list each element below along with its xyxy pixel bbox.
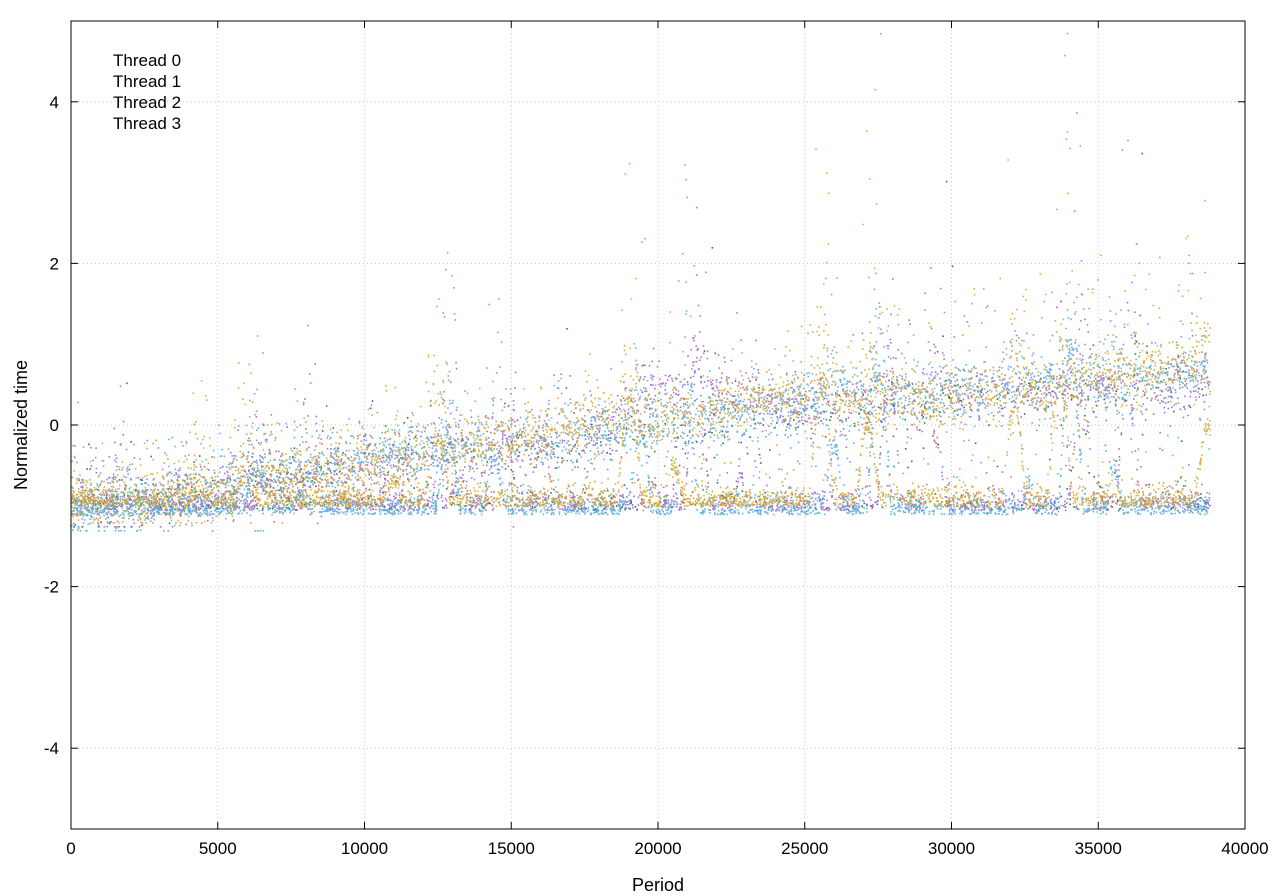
y-tick-label: 2 — [50, 254, 59, 273]
x-tick-label: 15000 — [488, 839, 535, 858]
x-tick-label: 25000 — [781, 839, 828, 858]
x-tick-label: 20000 — [634, 839, 681, 858]
x-tick-label: 10000 — [341, 839, 388, 858]
series-points-path — [71, 130, 1212, 524]
series-3-points — [71, 130, 1212, 524]
legend-entry-1: Thread 1 — [113, 72, 181, 91]
axis-ticks: 0 5000 10000 15000 20000 25000 30000 35000 40000… — [44, 21, 1269, 858]
y-tick-label: -2 — [44, 578, 59, 597]
x-tick-label: 0 — [66, 839, 75, 858]
x-axis-label: Period — [632, 875, 684, 895]
series-points-path — [71, 139, 1212, 528]
x-tick-label: 5000 — [199, 839, 237, 858]
scatter-points — [71, 32, 1212, 532]
y-tick-label: 0 — [50, 416, 59, 435]
series-1-points — [71, 139, 1212, 528]
x-tick-label: 35000 — [1075, 839, 1122, 858]
y-tick-label: 4 — [50, 93, 59, 112]
legend-entry-0: Thread 0 — [113, 51, 181, 70]
legend: Thread 0 Thread 1 Thread 2 Thread 3 — [113, 51, 181, 133]
y-tick-label: -4 — [44, 739, 59, 758]
legend-entry-2: Thread 2 — [113, 93, 181, 112]
legend-entry-3: Thread 3 — [113, 114, 181, 133]
x-tick-label: 40000 — [1221, 839, 1268, 858]
y-axis-label: Normalized time — [11, 360, 31, 490]
x-tick-label: 30000 — [928, 839, 975, 858]
